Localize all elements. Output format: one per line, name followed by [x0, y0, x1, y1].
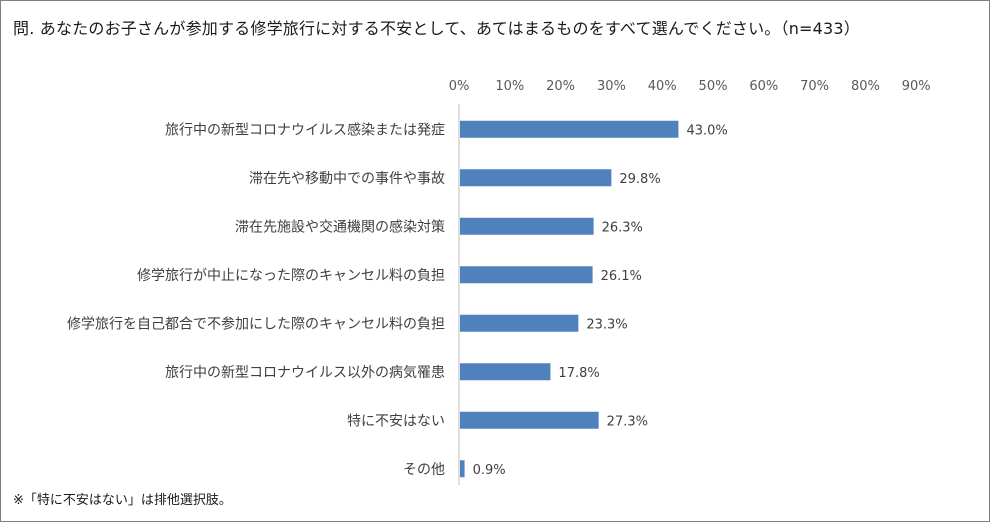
chart-title: 問. あなたのお子さんが参加する修学旅行に対する不安として、あてはまるものをすべ… — [13, 19, 860, 38]
x-tick-label: 60% — [749, 79, 778, 94]
category-label: 滞在先施設や交通機関の感染対策 — [235, 218, 445, 235]
footnote: ※「特に不安はない」は排他選択肢。 — [13, 493, 232, 508]
data-label: 29.8% — [619, 172, 660, 187]
bar — [460, 217, 594, 235]
data-label: 17.8% — [558, 366, 599, 381]
data-label: 26.3% — [602, 220, 643, 235]
data-label: 23.3% — [586, 317, 627, 332]
x-tick-label: 90% — [902, 79, 931, 94]
bar — [460, 169, 612, 187]
bar — [460, 314, 579, 332]
data-label: 26.1% — [601, 269, 642, 284]
x-tick-label: 70% — [800, 79, 829, 94]
x-tick-label: 0% — [449, 79, 470, 94]
data-label: 0.9% — [473, 463, 506, 478]
category-label: 修学旅行を自己都合で不参加にした際のキャンセル料の負担 — [67, 315, 445, 332]
category-label: 旅行中の新型コロナウイルス以外の病気罹患 — [165, 365, 445, 381]
bar — [460, 266, 593, 284]
x-tick-label: 30% — [597, 79, 626, 94]
data-label: 27.3% — [607, 414, 648, 429]
category-label: 修学旅行が中止になった際のキャンセル料の負担 — [137, 268, 445, 284]
x-tick-label: 10% — [495, 79, 524, 94]
bar — [460, 120, 679, 138]
category-label: 旅行中の新型コロナウイルス感染または発症 — [165, 121, 445, 138]
bar — [460, 411, 599, 429]
x-tick-label: 80% — [851, 79, 880, 94]
category-label: 滞在先や移動中での事件や事故 — [249, 171, 445, 187]
x-tick-label: 20% — [546, 79, 575, 94]
data-label: 43.0% — [686, 123, 727, 138]
x-tick-label: 50% — [699, 79, 728, 94]
category-label: その他 — [403, 462, 445, 478]
x-tick-label: 40% — [648, 79, 677, 94]
bar — [460, 363, 551, 381]
bar — [460, 460, 465, 478]
category-label: 特に不安はない — [347, 413, 445, 429]
